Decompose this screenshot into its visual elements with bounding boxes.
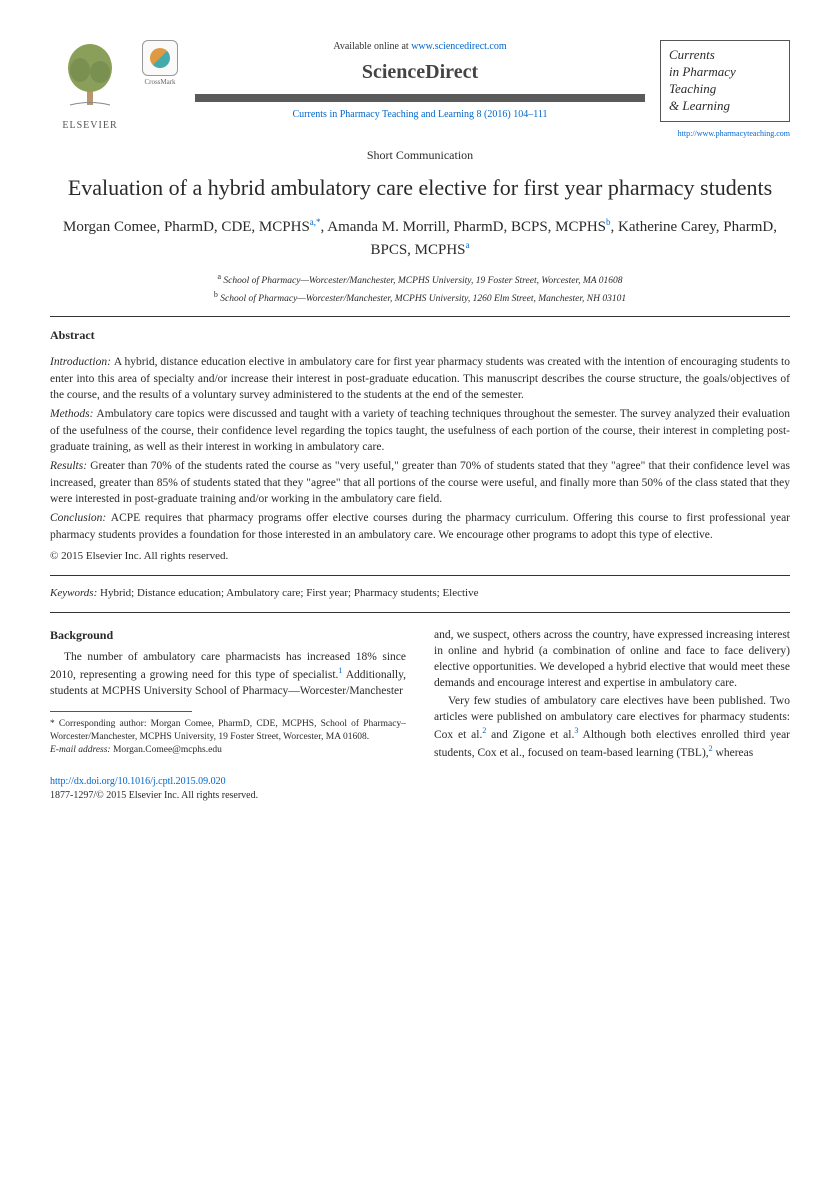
available-text: Available online at <box>333 41 411 52</box>
issn-line: 1877-1297/© 2015 Elsevier Inc. All right… <box>50 789 790 803</box>
crossmark-label: CrossMark <box>140 78 180 88</box>
abstract-results: Results: Greater than 70% of the student… <box>50 458 790 508</box>
affiliations: a School of Pharmacy—Worcester/Mancheste… <box>50 271 790 306</box>
journal-cover-box: Currents in Pharmacy Teaching & Learning <box>660 40 790 122</box>
footnote-corr: * Corresponding author: Morgan Comee, Ph… <box>50 718 406 744</box>
authors: Morgan Comee, PharmD, CDE, MCPHSa,*, Ama… <box>50 216 790 261</box>
doi-link[interactable]: http://dx.doi.org/10.1016/j.cptl.2015.09… <box>50 776 226 787</box>
body-p3b: and Zigone et al. <box>486 729 574 741</box>
abstract-copyright: © 2015 Elsevier Inc. All rights reserved… <box>50 549 790 565</box>
abstract-body: Introduction: A hybrid, distance educati… <box>50 354 790 565</box>
corresponding-footnote: * Corresponding author: Morgan Comee, Ph… <box>50 718 406 756</box>
body-p3d: whereas <box>713 747 754 759</box>
abs-conclusion-text: ACPE requires that pharmacy programs off… <box>50 512 790 541</box>
journal-url[interactable]: http://www.pharmacyteaching.com <box>660 128 790 139</box>
abs-results-label: Results: <box>50 460 90 472</box>
rule-1 <box>50 316 790 317</box>
journal-reference[interactable]: Currents in Pharmacy Teaching and Learni… <box>195 108 645 122</box>
footnote-separator <box>50 711 192 712</box>
keywords-label: Keywords: <box>50 587 100 599</box>
author-sep-2: , <box>611 219 619 235</box>
article-title: Evaluation of a hybrid ambulatory care e… <box>50 174 790 203</box>
body-p3: Very few studies of ambulatory care elec… <box>434 693 790 761</box>
abstract-heading: Abstract <box>50 327 790 344</box>
available-online: Available online at www.sciencedirect.co… <box>195 40 645 54</box>
abs-results-text: Greater than 70% of the students rated t… <box>50 460 790 505</box>
journal-box-line3: Teaching <box>669 81 781 98</box>
abs-conclusion-label: Conclusion: <box>50 512 111 524</box>
footnote-email-line: E-mail address: Morgan.Comee@mcphs.edu <box>50 744 406 757</box>
keywords: Keywords: Hybrid; Distance education; Am… <box>50 586 790 601</box>
background-heading: Background <box>50 627 406 644</box>
abstract-intro: Introduction: A hybrid, distance educati… <box>50 354 790 404</box>
aff-a-text: School of Pharmacy—Worcester/Manchester,… <box>221 276 623 286</box>
body-p2: and, we suspect, others across the count… <box>434 627 790 691</box>
sciencedirect-link[interactable]: www.sciencedirect.com <box>411 41 506 52</box>
footnote-email-label: E-mail address: <box>50 745 113 755</box>
doi-block: http://dx.doi.org/10.1016/j.cptl.2015.09… <box>50 775 790 803</box>
abs-intro-label: Introduction: <box>50 356 114 368</box>
journal-box-line4: & Learning <box>669 98 781 115</box>
author-2: Amanda M. Morrill, PharmD, BCPS, MCPHS <box>327 219 606 235</box>
author-1: Morgan Comee, PharmD, CDE, MCPHS <box>63 219 310 235</box>
journal-box-line1: Currents <box>669 47 781 64</box>
elsevier-tree-icon <box>60 40 120 110</box>
article-type: Short Communication <box>50 147 790 164</box>
affiliation-b: b School of Pharmacy—Worcester/Mancheste… <box>50 289 790 306</box>
abstract-conclusion: Conclusion: ACPE requires that pharmacy … <box>50 510 790 543</box>
sd-bar <box>195 94 645 102</box>
rule-3 <box>50 612 790 613</box>
abs-methods-label: Methods: <box>50 408 96 420</box>
journal-box-line2: in Pharmacy <box>669 64 781 81</box>
author-3-aff[interactable]: a <box>466 240 470 250</box>
header-center: Available online at www.sciencedirect.co… <box>180 40 660 122</box>
aff-b-text: School of Pharmacy—Worcester/Manchester,… <box>218 294 626 304</box>
body-columns: Background The number of ambulatory care… <box>50 627 790 761</box>
affiliation-a: a School of Pharmacy—Worcester/Mancheste… <box>50 271 790 288</box>
crossmark-block[interactable]: CrossMark <box>140 40 180 88</box>
abs-intro-text: A hybrid, distance education elective in… <box>50 356 790 401</box>
sciencedirect-logo: ScienceDirect <box>195 58 645 86</box>
body-p1: The number of ambulatory care pharmacist… <box>50 649 406 699</box>
abstract-methods: Methods: Ambulatory care topics were dis… <box>50 406 790 456</box>
page-header: ELSEVIER CrossMark Available online at w… <box>50 40 790 139</box>
rule-2 <box>50 575 790 576</box>
abs-methods-text: Ambulatory care topics were discussed an… <box>50 408 790 453</box>
elsevier-logo-block: ELSEVIER <box>50 40 130 133</box>
keywords-text: Hybrid; Distance education; Ambulatory c… <box>100 587 478 599</box>
crossmark-icon <box>142 40 178 76</box>
journal-box-wrap: Currents in Pharmacy Teaching & Learning… <box>660 40 790 139</box>
footnote-email[interactable]: Morgan.Comee@mcphs.edu <box>113 745 222 755</box>
elsevier-label: ELSEVIER <box>50 119 130 133</box>
